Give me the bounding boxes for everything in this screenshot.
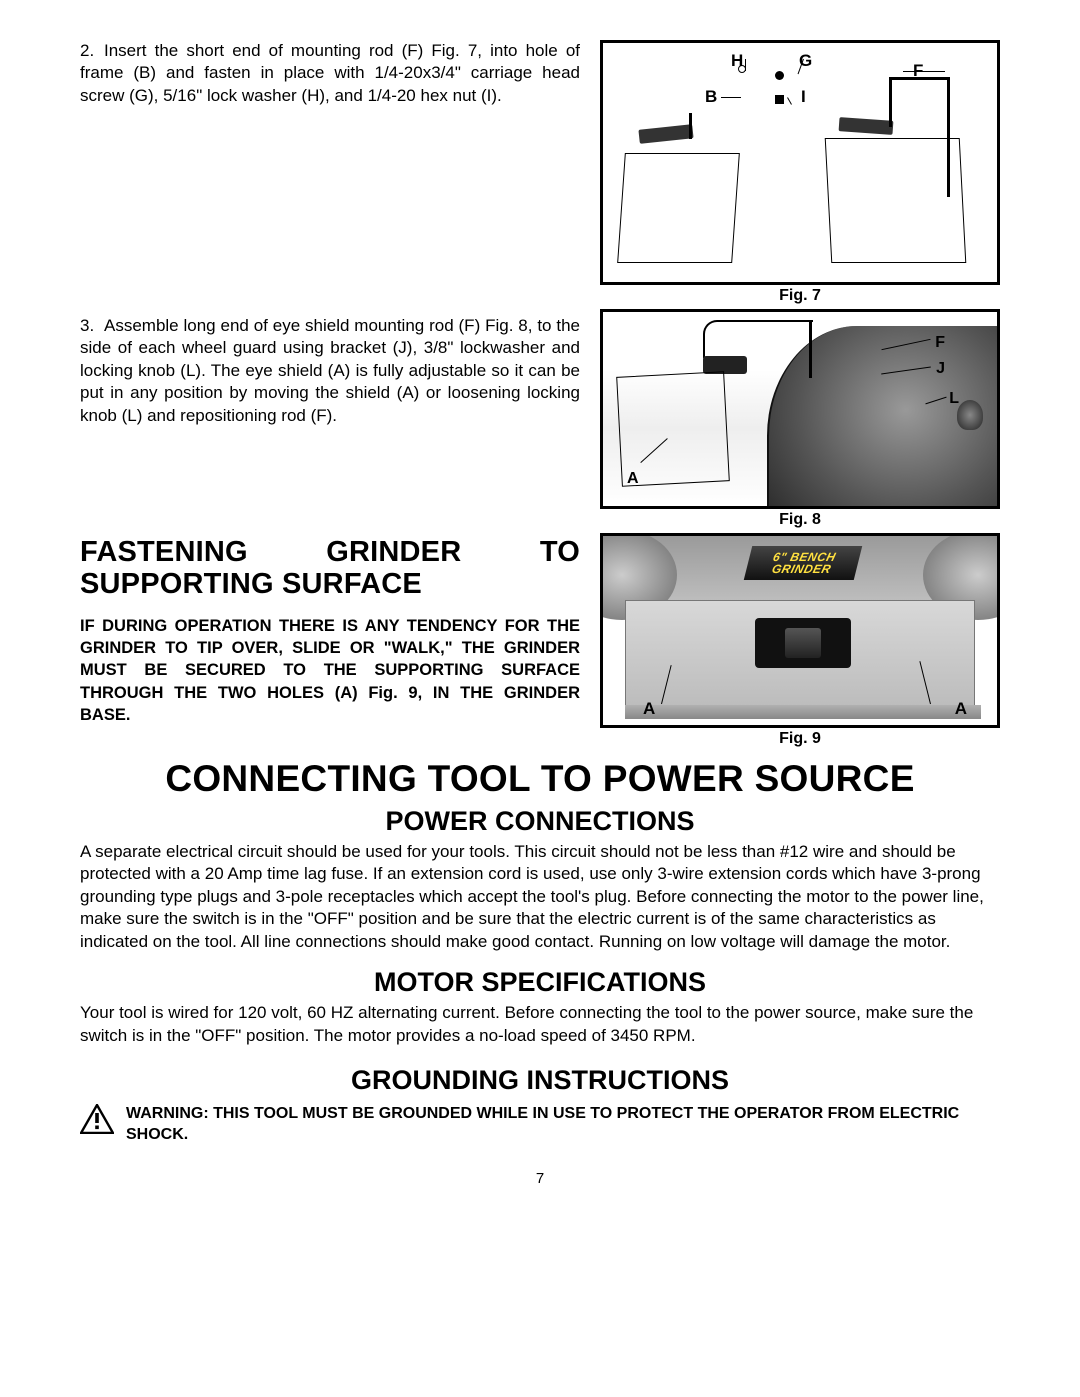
fig8-label-A: A	[627, 470, 639, 488]
fig7-label-B: B	[705, 87, 717, 107]
fig9-badge: 6" BENCH GRINDER	[744, 546, 862, 580]
fig8-label-L: L	[949, 390, 959, 408]
figure-9: 6" BENCH GRINDER A A	[600, 533, 1000, 728]
step3-text: 3.Assemble long end of eye shield mounti…	[80, 309, 580, 427]
figure-7: H G F B I	[600, 40, 1000, 285]
fig9-label-A-right: A	[955, 699, 967, 719]
motor-title: MOTOR SPECIFICATIONS	[80, 967, 1000, 998]
fig8-label-J: J	[936, 360, 945, 378]
fig7-label-I: I	[801, 87, 806, 107]
connecting-title: CONNECTING TOOL TO POWER SOURCE	[80, 758, 1000, 800]
power-title: POWER CONNECTIONS	[80, 806, 1000, 837]
fig9-label-A-left: A	[643, 699, 655, 719]
figure-8: F J L A	[600, 309, 1000, 509]
fastening-body: IF DURING OPERATION THERE IS ANY TENDENC…	[80, 615, 580, 726]
page-number: 7	[80, 1170, 1000, 1187]
fig9-caption: Fig. 9	[600, 730, 1000, 748]
step3-num: 3.	[80, 315, 104, 337]
fastening-title: FASTENING GRINDER TO SUPPORTING SURFACE	[80, 537, 580, 601]
power-body: A separate electrical circuit should be …	[80, 841, 1000, 953]
grounding-title: GROUNDING INSTRUCTIONS	[80, 1065, 1000, 1096]
fig7-caption: Fig. 7	[600, 287, 1000, 305]
step2-body: Insert the short end of mounting rod (F)…	[80, 41, 580, 105]
motor-body: Your tool is wired for 120 volt, 60 HZ a…	[80, 1002, 1000, 1047]
step3-body: Assemble long end of eye shield mounting…	[80, 316, 580, 425]
fig9-badge-l2: GRINDER	[771, 563, 833, 575]
fig8-label-F: F	[935, 334, 945, 352]
fig8-caption: Fig. 8	[600, 511, 1000, 529]
grounding-warning: WARNING: THIS TOOL MUST BE GROUNDED WHIL…	[126, 1104, 1000, 1146]
warning-icon	[80, 1104, 114, 1139]
step2-text: 2.Insert the short end of mounting rod (…	[80, 40, 580, 107]
step2-num: 2.	[80, 40, 104, 62]
